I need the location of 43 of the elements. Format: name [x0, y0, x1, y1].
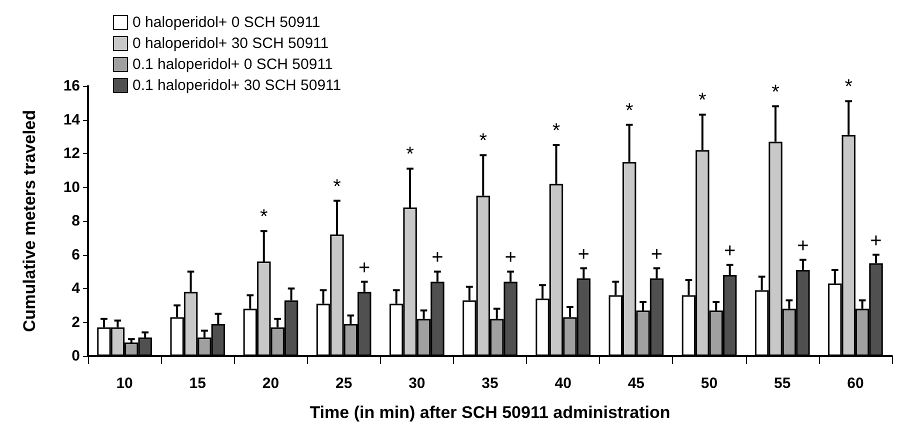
y-axis-title: Cumulative meters traveled	[20, 110, 39, 332]
legend-label: 0 haloperidol+ 0 SCH 50911	[132, 14, 320, 31]
x-tick-label: 20	[262, 375, 280, 392]
x-tick-label: 15	[189, 375, 206, 392]
y-tick-label: 4	[72, 280, 81, 297]
x-axis-title: Time (in min) after SCH 50911 administration	[310, 403, 670, 422]
x-tick-label: 50	[700, 375, 718, 392]
annotation: *	[406, 144, 414, 166]
legend-label: 0.1 haloperidol+ 30 SCH 50911	[132, 77, 342, 94]
y-tick-label: 10	[63, 178, 80, 196]
y-tick-label: 6	[72, 246, 80, 264]
x-tick-label: 55	[774, 375, 791, 392]
y-tick-label: 14	[63, 111, 81, 128]
annotation: *	[479, 130, 488, 152]
y-tick-label: 8	[72, 212, 80, 230]
annotation: +	[724, 240, 736, 262]
annotation: *	[552, 120, 560, 142]
legend-label: 0 haloperidol+ 30 SCH 50911	[132, 35, 329, 52]
x-tick-label: 10	[116, 375, 133, 392]
x-tick-label: 25	[335, 375, 352, 392]
y-tick-label: 16	[63, 78, 80, 94]
annotation: +	[578, 243, 590, 266]
annotation: +	[432, 246, 444, 269]
annotation: *	[333, 176, 342, 198]
y-tick-label: 0	[72, 348, 80, 364]
annotation: *	[772, 81, 780, 104]
x-tick-label: 45	[628, 375, 645, 392]
x-tick-label: 60	[847, 375, 864, 392]
annotation: *	[698, 90, 707, 112]
annotation: *	[625, 100, 634, 122]
annotation: +	[870, 230, 882, 252]
annotation: +	[358, 256, 370, 279]
y-tick-label: 12	[63, 145, 80, 162]
legend-label: 0.1 haloperidol+ 0 SCH 50911	[132, 56, 333, 73]
x-tick-label: 30	[408, 375, 426, 392]
annotation: *	[260, 206, 268, 228]
annotation: +	[650, 243, 663, 266]
annotation: *	[844, 76, 853, 98]
x-tick-label: 35	[482, 375, 498, 392]
y-tick-label: 2	[72, 314, 80, 331]
annotation: +	[504, 246, 516, 269]
x-tick-label: 40	[554, 375, 572, 392]
annotation: +	[797, 234, 809, 257]
